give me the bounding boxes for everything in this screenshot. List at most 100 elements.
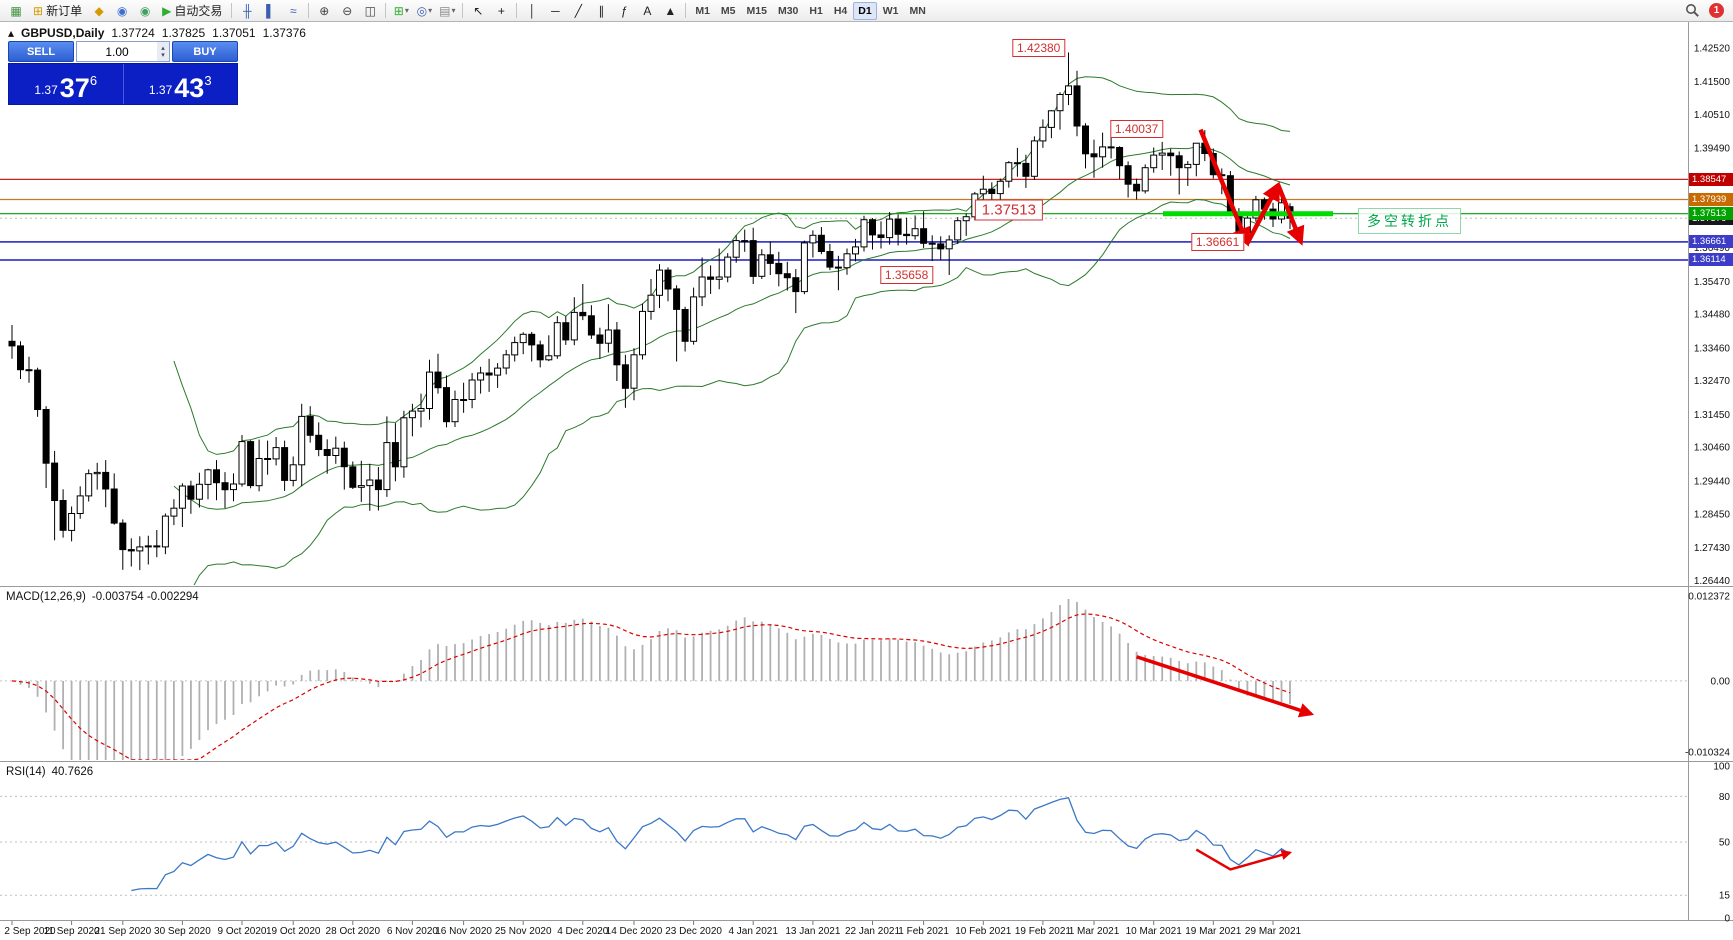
zoom-in-icon[interactable]: ⊕ xyxy=(313,2,335,20)
bar-chart-icon[interactable]: ╫ xyxy=(236,2,258,20)
bar-chart-icon: ╫ xyxy=(243,3,252,18)
symbol-name: GBPUSD,Daily xyxy=(21,26,105,40)
sell-button[interactable]: SELL xyxy=(8,41,74,62)
timeframe-m5[interactable]: M5 xyxy=(720,4,736,17)
svg-text:6 Nov 2020: 6 Nov 2020 xyxy=(387,926,439,937)
buy-price[interactable]: 1.37 43 3 xyxy=(148,73,212,103)
fibonacci-icon: ƒ xyxy=(620,3,628,18)
text-icon[interactable]: A xyxy=(636,2,658,20)
indicators-icon[interactable]: ⊞ ▾ xyxy=(390,2,412,20)
indicators-icon: ⊞ xyxy=(393,3,404,18)
ohlc-close: 1.37376 xyxy=(262,26,306,40)
zoom-out-icon[interactable]: ⊖ xyxy=(336,2,358,20)
volume-up-button[interactable]: ▴ xyxy=(161,44,165,52)
deposit-icon[interactable]: ◆ xyxy=(88,2,110,20)
new-chart-icon: ▦ xyxy=(10,3,22,18)
vline-icon[interactable]: │ xyxy=(521,2,543,20)
notification-badge[interactable]: 1 xyxy=(1709,3,1724,18)
chevron-down-icon[interactable]: ▾ xyxy=(428,6,433,15)
svg-text:1.34480: 1.34480 xyxy=(1694,310,1731,321)
refresh-icon[interactable]: ◉ xyxy=(111,2,133,20)
svg-text:19 Oct 2020: 19 Oct 2020 xyxy=(266,926,321,937)
macd-pane[interactable] xyxy=(0,599,1688,760)
pane-splitter-macd[interactable] xyxy=(0,583,1733,588)
community-icon: ◉ xyxy=(139,3,151,18)
svg-text:80: 80 xyxy=(1719,792,1731,803)
price-callout: 1.40037 xyxy=(1109,119,1164,138)
ohlc-high: 1.37825 xyxy=(161,26,206,40)
svg-text:1 Feb 2021: 1 Feb 2021 xyxy=(898,926,949,937)
price-callout: 1.37513 xyxy=(974,199,1043,221)
chevron-down-icon[interactable]: ▾ xyxy=(451,6,456,15)
toolbar-separator xyxy=(308,3,310,18)
timeframe-h4[interactable]: H4 xyxy=(833,4,848,17)
crosshair-icon[interactable]: + xyxy=(490,2,512,20)
objects-icon[interactable]: ◎ ▾ xyxy=(413,2,435,20)
hline-icon: ─ xyxy=(551,3,560,18)
svg-text:1.27430: 1.27430 xyxy=(1694,543,1731,554)
channel-icon[interactable]: ∥ xyxy=(590,2,612,20)
buy-button[interactable]: BUY xyxy=(172,41,238,62)
main-chart[interactable] xyxy=(0,52,1688,612)
templates-icon[interactable]: ▤ ▾ xyxy=(436,2,458,20)
shapes-icon[interactable]: ▲ xyxy=(659,2,681,20)
volume-field[interactable]: ▴ ▾ xyxy=(76,41,170,62)
cursor-icon: ↖ xyxy=(473,3,484,18)
autotrade-button[interactable]: ▶ 自动交易 xyxy=(157,2,227,20)
timeframe-w1[interactable]: W1 xyxy=(882,4,899,17)
svg-text:1.29440: 1.29440 xyxy=(1694,477,1731,488)
svg-text:22 Jan 2021: 22 Jan 2021 xyxy=(845,926,900,937)
svg-text:0.00: 0.00 xyxy=(1711,676,1731,687)
sell-price[interactable]: 1.37 37 6 xyxy=(34,73,98,103)
symbol-collapse-icon[interactable]: ▴ xyxy=(8,26,15,40)
svg-text:1.26440: 1.26440 xyxy=(1694,576,1731,587)
tile-windows-icon: ◫ xyxy=(364,3,376,18)
svg-text:25 Nov 2020: 25 Nov 2020 xyxy=(495,926,552,937)
community-icon[interactable]: ◉ xyxy=(134,2,156,20)
timeframe-mn[interactable]: MN xyxy=(909,4,926,17)
volume-input[interactable] xyxy=(77,42,157,61)
timeframe-h1[interactable]: H1 xyxy=(809,4,823,17)
svg-text:4 Jan 2021: 4 Jan 2021 xyxy=(728,926,778,937)
rsi-pane[interactable] xyxy=(0,795,1688,896)
fibonacci-icon[interactable]: ƒ xyxy=(613,2,635,20)
price-callout: 1.42380 xyxy=(1011,38,1066,57)
line-chart-icon[interactable]: ≈ xyxy=(282,2,304,20)
svg-text:21 Sep 2020: 21 Sep 2020 xyxy=(94,926,151,937)
macd-histogram xyxy=(19,599,1291,760)
svg-text:1.42520: 1.42520 xyxy=(1694,43,1731,54)
ohlc-low: 1.37051 xyxy=(212,26,256,40)
search-icon[interactable] xyxy=(1681,2,1703,20)
pane-separators xyxy=(0,22,1733,921)
autotrade-icon: ▶ xyxy=(162,3,172,18)
svg-text:1.33460: 1.33460 xyxy=(1694,343,1731,354)
trendline-icon[interactable]: ╱ xyxy=(567,2,589,20)
hline-icon[interactable]: ─ xyxy=(544,2,566,20)
timeframe-d1[interactable]: D1 xyxy=(853,1,877,20)
volume-down-button[interactable]: ▾ xyxy=(161,51,165,59)
candlestick-chart-icon[interactable]: ▌ xyxy=(259,2,281,20)
timeframe-m1[interactable]: M1 xyxy=(695,4,710,17)
candlestick-chart-icon: ▌ xyxy=(266,3,275,18)
toolbar-separator xyxy=(231,3,233,18)
macd-arrow xyxy=(1136,655,1315,718)
svg-text:16 Nov 2020: 16 Nov 2020 xyxy=(435,926,492,937)
toolbar-separator xyxy=(685,3,687,18)
new-order-button[interactable]: ⊞ 新订单 xyxy=(28,2,87,20)
new-chart-icon[interactable]: ▦ xyxy=(5,2,27,20)
tile-windows-icon[interactable]: ◫ xyxy=(359,2,381,20)
timeframe-m15[interactable]: M15 xyxy=(746,4,767,17)
crosshair-icon: + xyxy=(497,3,505,18)
cursor-icon[interactable]: ↖ xyxy=(467,2,489,20)
symbol-bar: ▴ GBPUSD,Daily 1.37724 1.37825 1.37051 1… xyxy=(8,26,306,40)
text-icon: A xyxy=(643,3,652,18)
pane-splitter-rsi[interactable] xyxy=(0,758,1733,763)
chevron-down-icon[interactable]: ▾ xyxy=(404,6,409,15)
timeframe-m30[interactable]: M30 xyxy=(777,4,799,17)
svg-text:-0.010324: -0.010324 xyxy=(1685,747,1730,758)
